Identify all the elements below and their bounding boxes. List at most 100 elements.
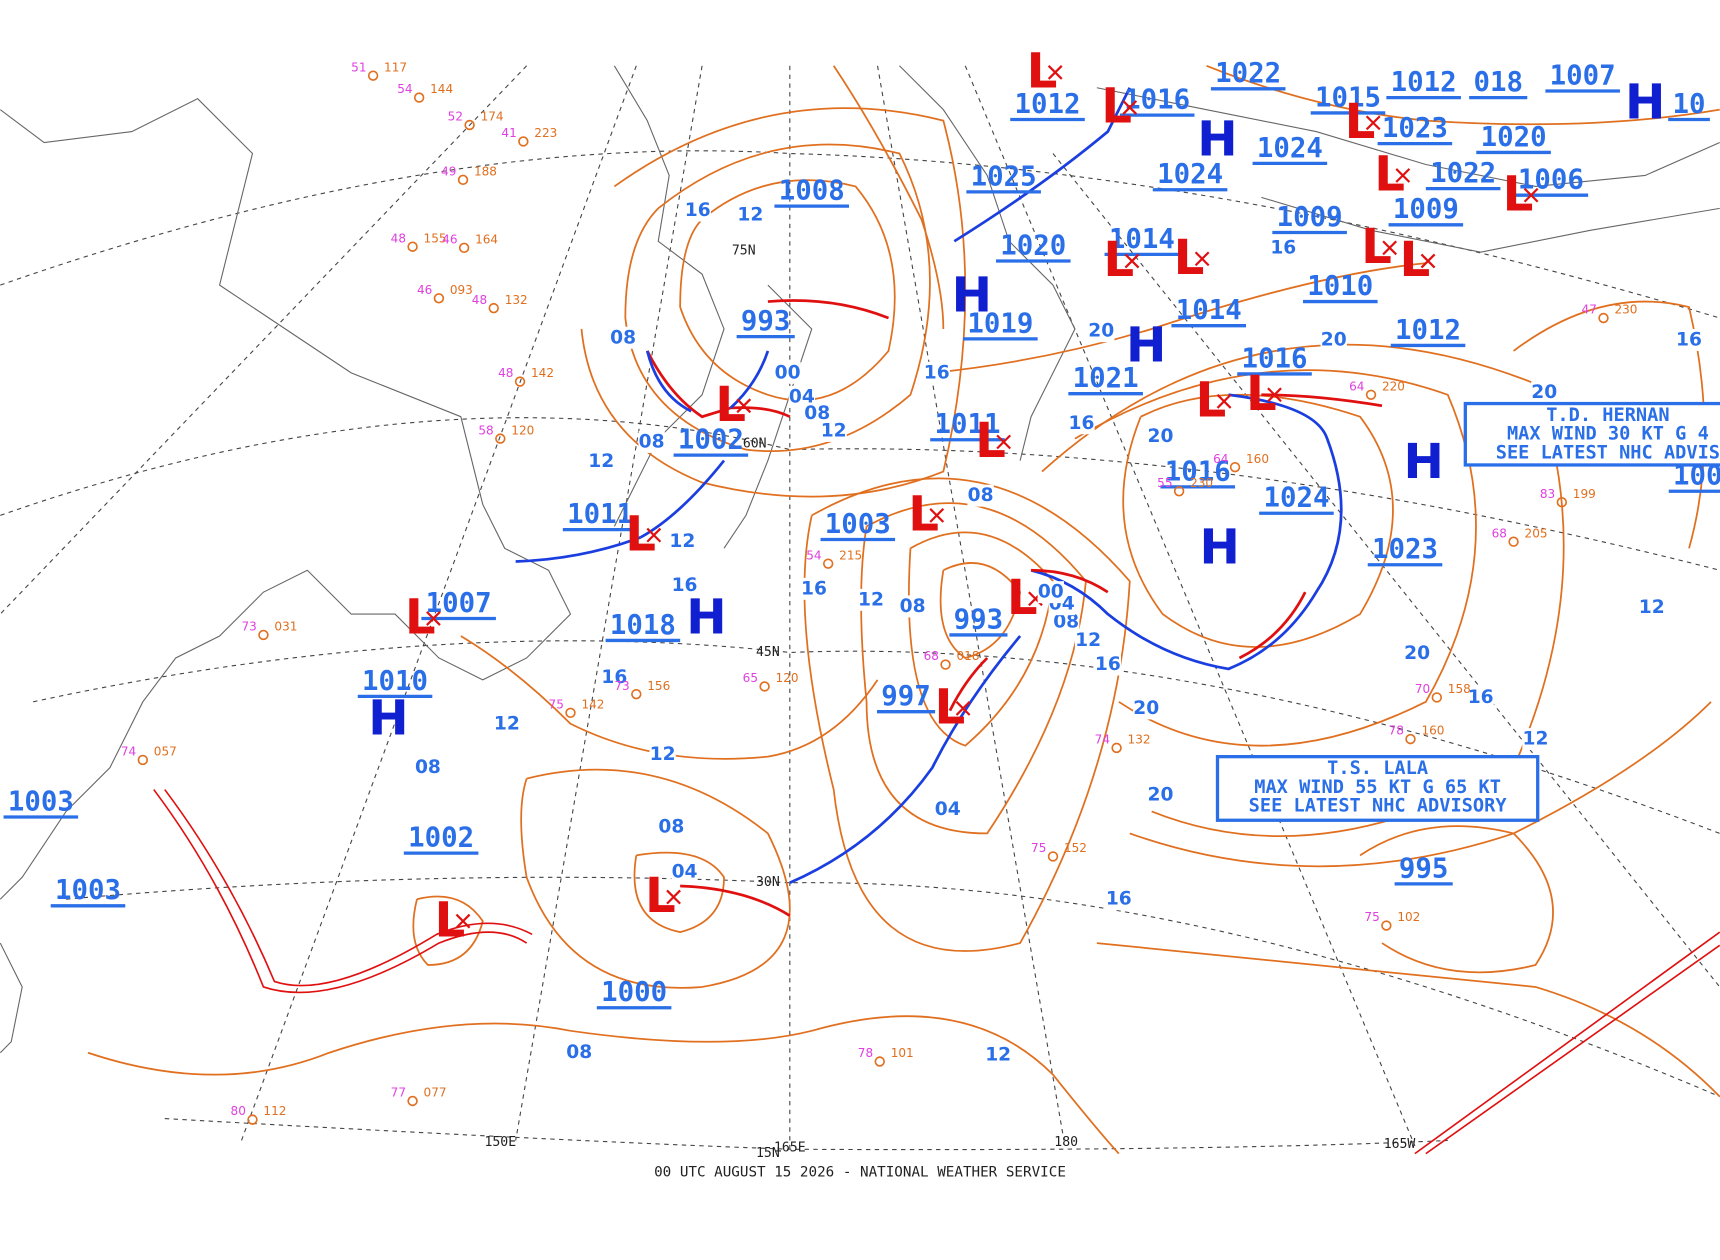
isobar-label: 12 bbox=[1639, 597, 1665, 618]
station-temp: 46 bbox=[442, 232, 457, 246]
isobar-label: 16 bbox=[672, 575, 698, 596]
isobar-label: 12 bbox=[821, 420, 847, 441]
station-marker bbox=[457, 174, 469, 186]
graticule bbox=[0, 65, 1720, 1154]
grid-label: 180 bbox=[1054, 1135, 1078, 1150]
isobar-label-bg bbox=[804, 402, 831, 425]
pressure-label: 1015 bbox=[1315, 82, 1381, 113]
station-pressure: 230 bbox=[1190, 476, 1213, 490]
pressure-label: 10 bbox=[1673, 89, 1706, 120]
advisory-box bbox=[1215, 755, 1540, 822]
pressure-label: 1009 bbox=[1277, 202, 1343, 233]
station-pressure: 142 bbox=[531, 366, 554, 380]
station-pressure: 120 bbox=[511, 423, 534, 437]
pressure-label: 1016 bbox=[1124, 85, 1190, 116]
isobar-label: 16 bbox=[685, 200, 711, 221]
low-center: L bbox=[715, 377, 746, 433]
station-pressure: 215 bbox=[839, 548, 862, 562]
station-temp: 55 bbox=[1157, 476, 1172, 490]
station-pressure: 144 bbox=[430, 82, 453, 96]
isobar-label-bg bbox=[1053, 610, 1080, 633]
pressure-label: 1012 bbox=[1391, 67, 1457, 98]
low-center: L bbox=[1196, 373, 1227, 429]
pressure-label: 1019 bbox=[967, 308, 1033, 339]
coastlines bbox=[0, 65, 1720, 1054]
station-temp: 80 bbox=[231, 1104, 246, 1118]
pressure-label: 1000 bbox=[601, 977, 667, 1008]
station-temp: 54 bbox=[806, 548, 821, 562]
advisory-text: T.S. LALA bbox=[1327, 758, 1428, 779]
station-temp: 75 bbox=[1364, 910, 1379, 924]
pressure-label: 1007 bbox=[1550, 60, 1616, 91]
isobar-label-bg bbox=[1074, 629, 1102, 652]
isobar-label: 16 bbox=[924, 362, 950, 383]
pressure-label: 1002 bbox=[678, 425, 744, 456]
isobars bbox=[87, 64, 1720, 1155]
pressure-label: 1023 bbox=[1372, 534, 1438, 565]
low-center: L bbox=[1174, 230, 1205, 286]
isobar-label-bg bbox=[820, 420, 847, 442]
isobar-label-bg bbox=[857, 588, 885, 611]
station-marker bbox=[565, 707, 576, 719]
station-pressure: 101 bbox=[891, 1046, 914, 1060]
isobar-label-bg bbox=[684, 199, 711, 222]
isobar-label: 16 bbox=[1676, 329, 1702, 350]
pressure-label: 1016 bbox=[1165, 456, 1231, 487]
low-center: L bbox=[1246, 366, 1277, 422]
pressure-label: 993 bbox=[741, 306, 791, 337]
isobar-label: 00 bbox=[1038, 582, 1064, 603]
footer: 00 UTC AUGUST 15 2026 - NATIONAL WEATHER… bbox=[654, 1165, 1066, 1181]
station-marker bbox=[407, 241, 418, 252]
station-marker bbox=[1381, 920, 1392, 931]
low-marker bbox=[955, 701, 971, 716]
station-temp: 65 bbox=[743, 671, 758, 685]
station-temp: 64 bbox=[1213, 452, 1228, 466]
isobar-label: 20 bbox=[1148, 426, 1174, 447]
station-temp: 52 bbox=[448, 110, 463, 124]
pressure-label: 1021 bbox=[1073, 363, 1139, 394]
isobar-label: 08 bbox=[804, 403, 830, 424]
isobar-label: 20 bbox=[1321, 329, 1347, 350]
pressure-label: 1020 bbox=[1481, 122, 1547, 153]
station-temp: 48 bbox=[472, 293, 487, 307]
station-marker bbox=[822, 558, 834, 569]
isobar-label: 16 bbox=[1468, 687, 1494, 708]
station-pressure: 132 bbox=[505, 293, 528, 307]
isobar-label: 04 bbox=[935, 799, 961, 820]
pressure-label: 1003 bbox=[825, 509, 891, 540]
grid-label: 60N bbox=[743, 436, 767, 451]
isobar-label: 08 bbox=[415, 757, 441, 778]
labels: 1008993100210111007101810101003100210031… bbox=[3, 44, 1720, 1161]
pressure-label: 995 bbox=[1399, 853, 1449, 884]
isobar-label: 04 bbox=[789, 386, 815, 407]
low-center: L bbox=[1345, 94, 1376, 150]
advisory-text: SEE LATEST NHC ADVISORY bbox=[1249, 795, 1508, 816]
pressure-label: 1010 bbox=[1307, 271, 1373, 302]
isobar-label-bg bbox=[658, 815, 685, 838]
station-marker bbox=[137, 754, 149, 766]
advisory-box bbox=[1463, 401, 1720, 467]
pressure-label: 1008 bbox=[779, 176, 845, 207]
station-marker bbox=[1598, 312, 1609, 324]
station-marker bbox=[247, 1114, 258, 1125]
isobar-label-bg bbox=[899, 595, 926, 618]
station-marker bbox=[1556, 497, 1568, 508]
pressure-label: 1024 bbox=[1263, 483, 1329, 514]
pressure-label: 1011 bbox=[934, 409, 1000, 440]
station-marker bbox=[1173, 486, 1185, 497]
high-center: H bbox=[368, 691, 408, 747]
isobar-label-bg bbox=[923, 361, 950, 384]
station-temp: 77 bbox=[391, 1086, 406, 1100]
isobar-label-bg bbox=[1133, 697, 1160, 720]
station-temp: 68 bbox=[1492, 526, 1507, 540]
station-marker bbox=[631, 688, 642, 700]
low-marker bbox=[1122, 100, 1138, 115]
low-center: L bbox=[1027, 44, 1058, 100]
pressure-label: 1024 bbox=[1257, 133, 1323, 164]
station-pressure: 077 bbox=[424, 1086, 447, 1100]
low-center: L bbox=[625, 506, 656, 562]
isobar-label: 20 bbox=[1404, 643, 1430, 664]
station-temp: 58 bbox=[478, 423, 493, 437]
isobar-label: 20 bbox=[1133, 698, 1159, 719]
station-pressure: 160 bbox=[1246, 452, 1269, 466]
